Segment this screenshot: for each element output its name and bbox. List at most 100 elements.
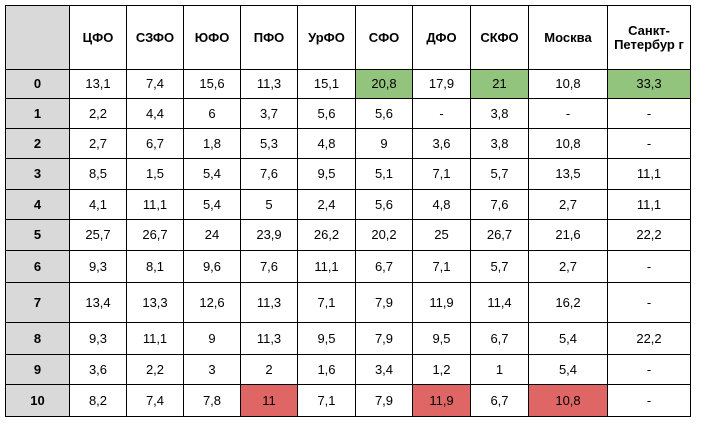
table-cell: 7,6 — [240, 250, 298, 283]
table-cell: 6 — [183, 98, 241, 129]
table-cell: 6,7 — [470, 322, 529, 355]
table-cell: 20,2 — [355, 219, 413, 251]
table-cell: 1,6 — [297, 354, 356, 385]
table-cell: - — [528, 98, 608, 129]
table-cell: 5,3 — [240, 128, 298, 159]
header-row: ЦФО СЗФО ЮФО ПФО УрФО СФО ДФО СКФО Москва Санкт-П… — [5, 5, 691, 70]
table-cell: 23,9 — [240, 219, 298, 251]
table-cell: 5,7 — [470, 250, 529, 283]
row-header: 0 — [5, 69, 70, 99]
table-cell: 22,2 — [607, 219, 691, 251]
table-cell: 5,6 — [297, 98, 356, 129]
row-header: 8 — [5, 322, 70, 355]
table-cell: 1,5 — [126, 158, 184, 190]
table-cell: 9,5 — [412, 322, 471, 355]
table-cell: - — [607, 98, 691, 129]
table-cell: 6,7 — [470, 384, 529, 417]
table-cell: 7,9 — [355, 384, 413, 417]
table-cell: 15,6 — [183, 69, 241, 99]
table-cell: 5 — [240, 189, 298, 220]
table-row: 4 4,1 11,1 5,4 5 2,4 5,6 4,8 7,6 2,7 11,1 — [5, 189, 691, 220]
highlighted-cell-green: 20,8 — [355, 69, 413, 99]
table-cell: 7,1 — [412, 158, 471, 190]
table-cell: 3,6 — [69, 354, 127, 385]
column-header: СФО — [355, 5, 413, 70]
table-row: 7 13,4 13,3 12,6 11,3 7,1 7,9 11,9 11,4 16,2- — [5, 282, 691, 323]
row-header: 10 — [5, 384, 70, 417]
column-header: ЮФО — [183, 5, 241, 70]
table-cell: - — [607, 384, 691, 417]
table-row: 1 2,2 4,4 6 3,7 5,6 5,6-3,8- - — [5, 98, 691, 129]
table-cell: 2,4 — [297, 189, 356, 220]
table-cell: 13,4 — [69, 282, 127, 323]
row-header: 1 — [5, 98, 70, 129]
table-cell: 12,6 — [183, 282, 241, 323]
table-row: 0 13,1 7,4 15,6 11,3 15,1 20,8 17,9 21 10,8 33,3 — [5, 69, 691, 99]
table-cell: 7,4 — [126, 69, 184, 99]
table-cell: 5,6 — [355, 98, 413, 129]
table-cell: 6,7 — [355, 250, 413, 283]
table-cell: 21,6 — [528, 219, 608, 251]
table-cell: 26,2 — [297, 219, 356, 251]
table-cell: 2,2 — [126, 354, 184, 385]
table-row: 2 2,7 6,7 1,8 5,3 4,8 9 3,6 3,8 10,8- — [5, 128, 691, 159]
table-cell: 11,1 — [297, 250, 356, 283]
highlighted-cell-green: 33,3 — [607, 69, 691, 99]
table-cell: 3,7 — [240, 98, 298, 129]
data-table-container: ЦФО СЗФО ЮФО ПФО УрФО СФО ДФО СКФО Москва Санкт-П… — [5, 5, 691, 417]
row-header: 7 — [5, 282, 70, 323]
table-row: 10 8,2 7,4 7,8 11 7,1 7,9 11,9 6,7 10,8- — [5, 384, 691, 417]
table-cell: 5,1 — [355, 158, 413, 190]
table-cell: 9,3 — [69, 322, 127, 355]
highlighted-cell-red: 10,8 — [528, 384, 608, 417]
table-row: 9 3,6 2,2 3 2 1,6 3,4 1,2 1 5,4- — [5, 354, 691, 385]
table-cell: 9,6 — [183, 250, 241, 283]
table-cell: 5,4 — [528, 354, 608, 385]
table-cell: - — [607, 250, 691, 283]
table-cell: 6,7 — [126, 128, 184, 159]
table-cell: 25,7 — [69, 219, 127, 251]
table-cell: 26,7 — [470, 219, 529, 251]
table-cell: 10,8 — [528, 128, 608, 159]
table-cell: 3,6 — [412, 128, 471, 159]
table-cell: 11,3 — [240, 282, 298, 323]
row-header: 3 — [5, 158, 70, 190]
table-cell: 17,9 — [412, 69, 471, 99]
row-header: 4 — [5, 189, 70, 220]
table-cell: 1,2 — [412, 354, 471, 385]
table-cell: 7,1 — [412, 250, 471, 283]
table-cell: 8,2 — [69, 384, 127, 417]
table-cell: 9,5 — [297, 158, 356, 190]
table-cell: 10,8 — [528, 69, 608, 99]
table-cell: 11,3 — [240, 322, 298, 355]
table-row: 8 9,3 11,1 9 11,3 9,5 7,9 9,5 6,7 5,4 22,2 — [5, 322, 691, 355]
table-cell: - — [607, 128, 691, 159]
highlighted-cell-red: 11,9 — [412, 384, 471, 417]
table-cell: 2 — [240, 354, 298, 385]
table-cell: 2,7 — [528, 250, 608, 283]
row-header: 6 — [5, 250, 70, 283]
table-cell: 13,3 — [126, 282, 184, 323]
table-body: 0 13,1 7,4 15,6 11,3 15,1 20,8 17,9 21 10,8 33,3 1 2… — [5, 69, 691, 417]
column-header: ПФО — [240, 5, 298, 70]
table-cell: 11,3 — [240, 69, 298, 99]
table-cell: - — [412, 98, 471, 129]
table-cell: 5,7 — [470, 158, 529, 190]
column-header: ДФО — [412, 5, 471, 70]
table-cell: 1,8 — [183, 128, 241, 159]
table-cell: 11,4 — [470, 282, 529, 323]
table-cell: 11,1 — [607, 158, 691, 190]
table-cell: 3,4 — [355, 354, 413, 385]
table-cell: 5,4 — [183, 158, 241, 190]
data-table: ЦФО СЗФО ЮФО ПФО УрФО СФО ДФО СКФО Москва Санкт-П… — [5, 5, 691, 417]
column-header: СКФО — [470, 5, 529, 70]
table-cell: 11,1 — [607, 189, 691, 220]
column-header: ЦФО — [69, 5, 127, 70]
table-cell: 4,4 — [126, 98, 184, 129]
table-cell: - — [607, 282, 691, 323]
table-cell: 9,5 — [297, 322, 356, 355]
table-cell: 5,6 — [355, 189, 413, 220]
table-cell: 7,1 — [297, 384, 356, 417]
table-cell: 9 — [355, 128, 413, 159]
column-header: УрФО — [297, 5, 356, 70]
